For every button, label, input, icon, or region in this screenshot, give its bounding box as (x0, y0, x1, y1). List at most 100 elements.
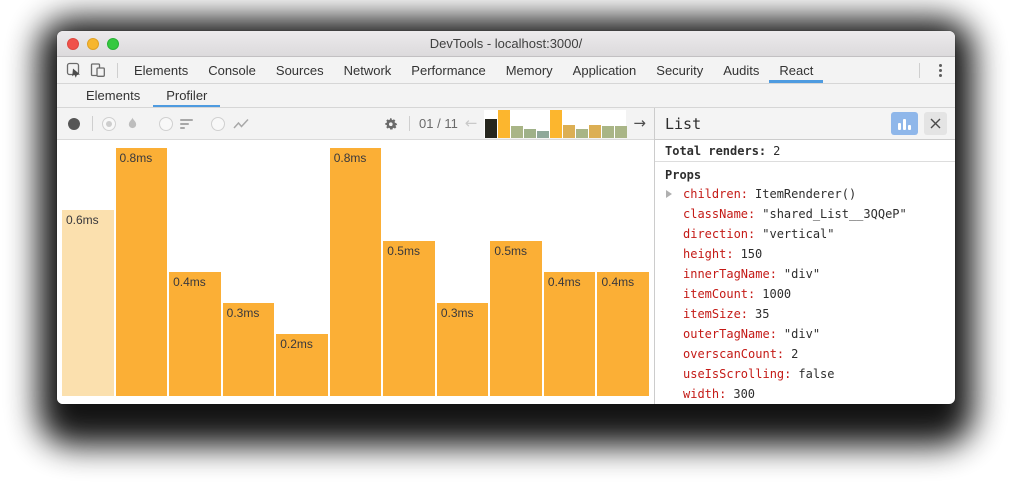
chart-bar-0.5ms[interactable]: 0.5ms (490, 241, 542, 396)
divider (919, 62, 920, 78)
bar-value-label: 0.5ms (387, 244, 420, 258)
prop-key: width: (683, 387, 727, 401)
tab-application[interactable]: Application (572, 62, 637, 78)
device-toolbar-icon[interactable] (89, 61, 107, 79)
bar-value-label: 0.8ms (333, 151, 367, 165)
snapshot-thumb-3[interactable] (511, 125, 524, 138)
chart-bar-0.3ms[interactable]: 0.3ms (436, 303, 489, 396)
ranked-radio[interactable] (159, 116, 173, 131)
details-header: List (655, 108, 955, 140)
next-snapshot-icon[interactable]: → (633, 114, 646, 132)
subtab-elements[interactable]: Elements (86, 88, 141, 103)
settings-gear-icon[interactable] (382, 115, 400, 133)
snapshot-thumb-8[interactable] (576, 128, 589, 138)
tab-react[interactable]: React (769, 57, 824, 83)
expand-caret-icon[interactable] (663, 190, 683, 198)
prop-key: className: (683, 207, 756, 221)
main-tabs: Elements Console Sources Network Performance… (124, 57, 824, 83)
chart-bar-0.4ms[interactable]: 0.4ms (597, 272, 650, 396)
tab-audits[interactable]: Audits (723, 62, 760, 78)
prop-row-width: width: 300 (655, 384, 955, 404)
tab-performance[interactable]: Performance (411, 62, 486, 78)
zoom-window-button[interactable] (107, 38, 119, 50)
prop-value: "shared_List__3QQeP" (762, 207, 907, 221)
chart-bar-0.8ms[interactable]: 0.8ms (115, 148, 168, 396)
bar-value-label: 0.4ms (547, 275, 581, 289)
subtab-profiler[interactable]: Profiler (153, 84, 221, 107)
snapshot-selector[interactable] (484, 109, 628, 138)
divider (409, 116, 411, 131)
prop-value: ItemRenderer() (755, 187, 857, 201)
flame-icon[interactable] (123, 115, 141, 133)
bar-value-label: 0.8ms (119, 151, 153, 165)
minimize-window-button[interactable] (87, 38, 99, 50)
ranked-chart-icon[interactable] (180, 118, 193, 129)
prop-key: overscanCount: (683, 347, 785, 361)
bar-value-label: 0.3ms (440, 306, 474, 320)
flamegraph-radio[interactable] (102, 116, 116, 131)
snapshot-thumb-6[interactable] (550, 109, 563, 138)
prop-row-itemSize: itemSize: 35 (655, 304, 955, 324)
prop-key: direction: (683, 227, 756, 241)
chart-bar-0.4ms[interactable]: 0.4ms (169, 272, 221, 396)
close-window-button[interactable] (67, 38, 79, 50)
sub-tabs: Elements Profiler (73, 84, 221, 107)
prop-key: children: (683, 187, 749, 201)
total-renders-value: 2 (773, 143, 781, 158)
prop-row-innerTagName: innerTagName: "div" (655, 264, 955, 284)
bar-value-label: 0.4ms (601, 275, 635, 289)
chart-bar-0.2ms[interactable]: 0.2ms (276, 334, 328, 396)
chart-bar-0.3ms[interactable]: 0.3ms (222, 303, 275, 396)
prop-row-children: children: ItemRenderer() (655, 184, 955, 204)
snapshot-thumb-1-selected[interactable] (485, 118, 498, 138)
prop-key: outerTagName: (683, 327, 777, 341)
snapshot-thumb-11[interactable] (615, 125, 628, 138)
tab-elements[interactable]: Elements (134, 62, 189, 78)
profiler-panel: 01 / 11 ← → 0.6ms 0.8ms 0.4ms 0.3ms 0.2ms 0.8… (57, 108, 655, 404)
previous-snapshot-icon[interactable]: ← (464, 114, 478, 132)
props-list: children: ItemRenderer() className: "shared… (655, 184, 955, 404)
window-title: DevTools - localhost:3000/ (429, 36, 583, 51)
commit-bar-chart: 0.6ms 0.8ms 0.4ms 0.3ms 0.2ms 0.8ms 0.5ms 0.3ms… (57, 140, 654, 404)
devtools-body: 01 / 11 ← → 0.6ms 0.8ms 0.4ms 0.3ms 0.2ms 0.8… (57, 108, 955, 404)
chart-bar-0.4ms[interactable]: 0.4ms (543, 272, 596, 396)
prop-row-useIsScrolling: useIsScrolling: false (655, 364, 955, 384)
inspect-element-icon[interactable] (65, 61, 83, 79)
interactions-radio[interactable] (211, 116, 225, 131)
traffic-lights (67, 38, 119, 50)
record-icon[interactable] (68, 117, 80, 130)
component-chart-button[interactable] (891, 112, 918, 135)
snapshot-thumb-4[interactable] (524, 128, 537, 138)
prop-row-height: height: 150 (655, 244, 955, 264)
bar-value-label: 0.5ms (494, 244, 528, 258)
prop-value: false (798, 367, 835, 381)
close-details-button[interactable] (924, 112, 947, 135)
tab-memory[interactable]: Memory (505, 62, 553, 78)
snapshot-thumb-7[interactable] (563, 124, 576, 138)
chart-bar-0.8ms[interactable]: 0.8ms (329, 148, 382, 396)
chart-bar-0.5ms[interactable]: 0.5ms (383, 241, 435, 396)
tab-console[interactable]: Console (208, 62, 256, 78)
prop-row-className: className: "shared_List__3QQeP" (655, 204, 955, 224)
divider (117, 62, 118, 78)
prop-key: innerTagName: (683, 267, 777, 281)
component-details-panel: List Total renders: 2 Props children: Ite… (655, 108, 955, 404)
chart-bar-0.6ms[interactable]: 0.6ms (62, 210, 114, 396)
main-tab-bar: Elements Console Sources Network Performance… (57, 57, 955, 84)
tab-sources[interactable]: Sources (275, 62, 324, 78)
snapshot-thumb-2[interactable] (498, 109, 511, 138)
tab-security[interactable]: Security (656, 62, 704, 78)
snapshot-thumb-10[interactable] (602, 125, 615, 138)
interactions-icon[interactable] (232, 115, 250, 133)
bar-value-label: 0.3ms (226, 306, 260, 320)
divider (92, 116, 93, 131)
more-options-icon[interactable] (926, 57, 955, 83)
props-section: Props children: ItemRenderer() className: "… (655, 162, 955, 404)
prop-key: itemCount: (683, 287, 756, 301)
tab-network[interactable]: Network (343, 62, 392, 78)
snapshot-thumb-5[interactable] (537, 130, 550, 138)
toolbar-left-icons (65, 57, 111, 83)
snapshot-thumb-9[interactable] (589, 124, 602, 138)
prop-key: useIsScrolling: (683, 367, 792, 381)
titlebar: DevTools - localhost:3000/ (57, 31, 955, 57)
